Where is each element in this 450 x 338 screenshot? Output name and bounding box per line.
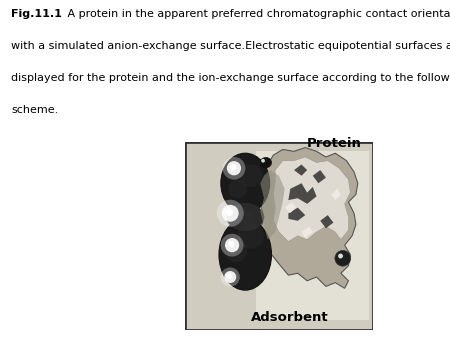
Text: Protein: Protein — [307, 138, 362, 150]
Circle shape — [222, 205, 238, 222]
Circle shape — [225, 238, 239, 252]
Polygon shape — [260, 170, 285, 240]
Polygon shape — [294, 165, 307, 176]
Text: A protein in the apparent preferred chromatographic contact orientation: A protein in the apparent preferred chro… — [64, 9, 450, 19]
Circle shape — [224, 271, 236, 283]
Circle shape — [230, 164, 236, 170]
Polygon shape — [273, 157, 350, 241]
Circle shape — [227, 161, 241, 175]
Polygon shape — [320, 215, 333, 228]
Text: Adsorbent: Adsorbent — [251, 311, 328, 324]
Text: scheme.: scheme. — [11, 105, 59, 115]
Circle shape — [261, 159, 265, 163]
Circle shape — [238, 210, 253, 224]
Text: with a simulated anion-exchange surface.Electrostatic equipotential surfaces are: with a simulated anion-exchange surface.… — [11, 41, 450, 51]
Circle shape — [217, 200, 244, 227]
Circle shape — [227, 273, 232, 279]
Circle shape — [335, 250, 351, 266]
Circle shape — [225, 240, 247, 262]
Text: Fig.11.1: Fig.11.1 — [11, 9, 62, 19]
Circle shape — [225, 209, 233, 216]
Circle shape — [228, 179, 247, 198]
Ellipse shape — [260, 158, 271, 168]
Circle shape — [338, 254, 343, 259]
Circle shape — [223, 157, 245, 179]
Circle shape — [239, 165, 262, 187]
Ellipse shape — [226, 203, 264, 231]
FancyBboxPatch shape — [256, 151, 369, 320]
Circle shape — [220, 267, 240, 287]
Polygon shape — [313, 170, 326, 183]
Polygon shape — [332, 189, 341, 200]
Ellipse shape — [221, 153, 270, 213]
Polygon shape — [260, 148, 358, 288]
Ellipse shape — [219, 219, 271, 290]
Polygon shape — [288, 183, 316, 204]
Polygon shape — [285, 202, 296, 213]
Text: displayed for the protein and the ion-exchange surface according to the followin: displayed for the protein and the ion-ex… — [11, 73, 450, 83]
Circle shape — [220, 234, 243, 257]
Circle shape — [228, 241, 234, 247]
FancyBboxPatch shape — [185, 142, 373, 330]
Circle shape — [238, 223, 264, 249]
Polygon shape — [288, 208, 305, 221]
Polygon shape — [302, 226, 313, 238]
